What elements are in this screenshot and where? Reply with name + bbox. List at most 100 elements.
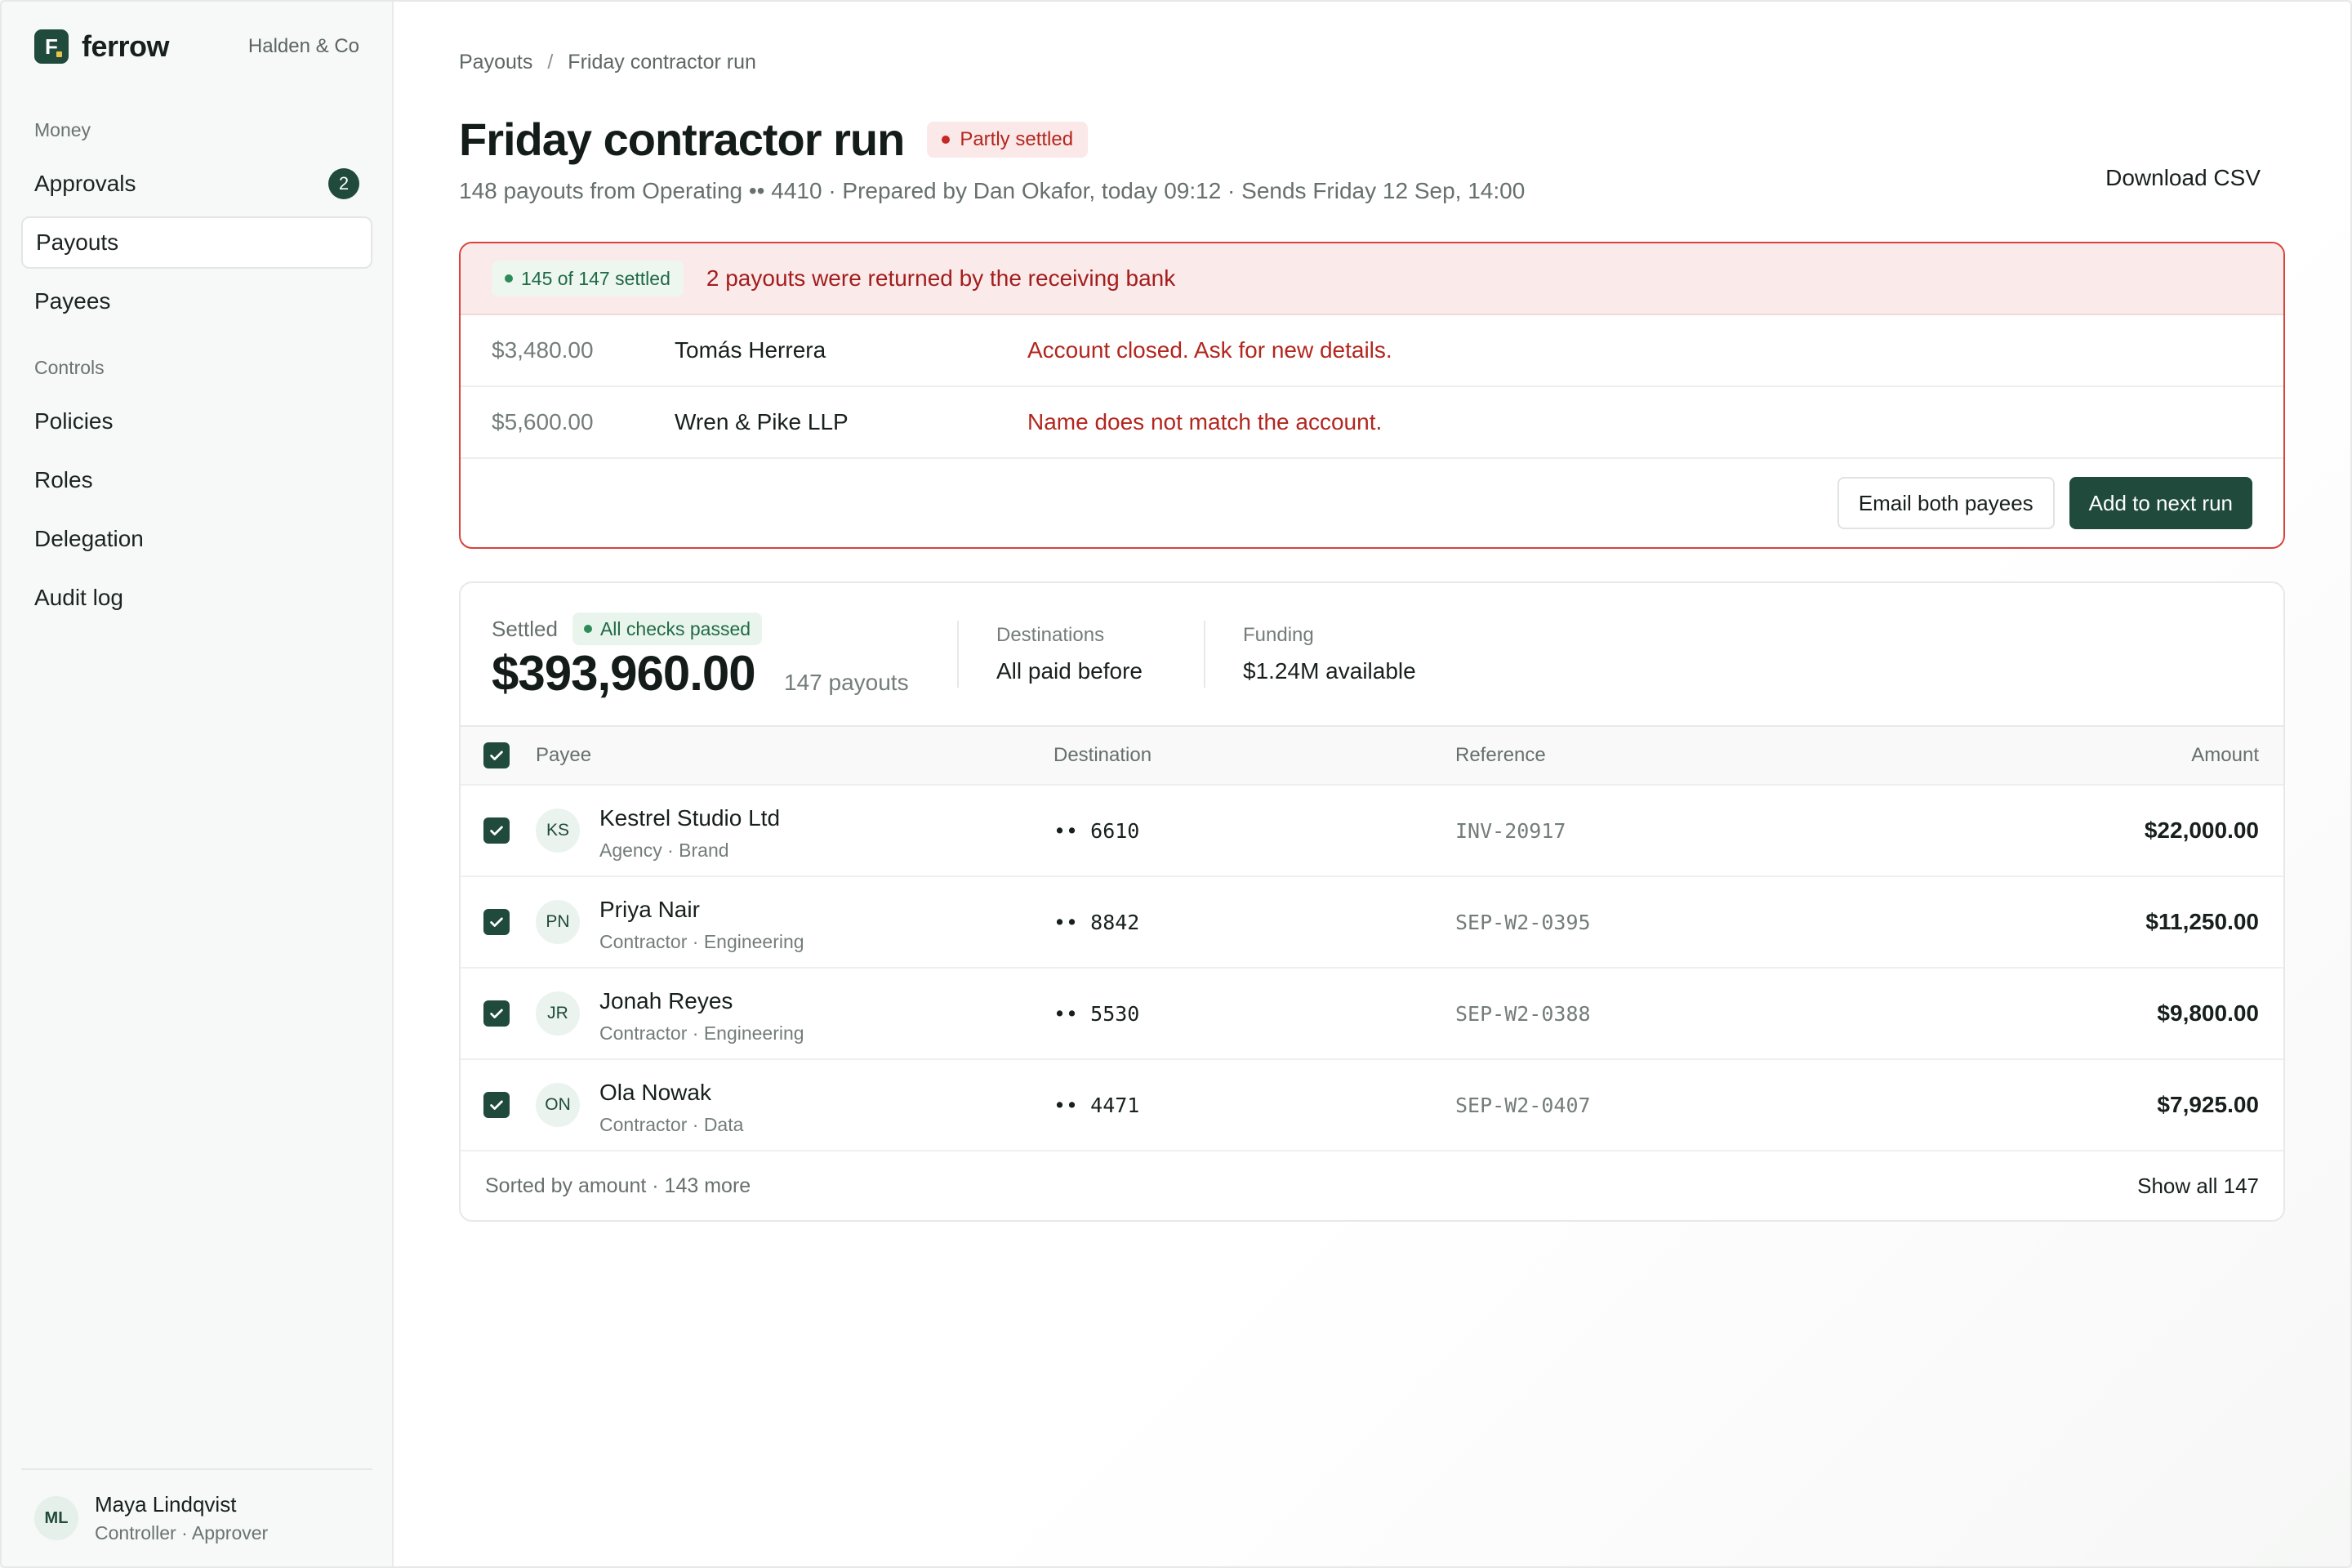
payee-type: Contractor · Engineering — [599, 931, 804, 952]
reference: SEP-W2-0407 — [1455, 1093, 1591, 1117]
status-badge: Partly settled — [927, 121, 1089, 158]
returned-message: 2 payouts were returned by the receiving… — [706, 265, 1176, 291]
reference: SEP-W2-0395 — [1455, 910, 1591, 934]
sidebar-item-label: Audit log — [34, 585, 123, 610]
returned-actions: Email both payees Add to next run — [461, 459, 2283, 547]
main-content: Payouts / Friday contractor run Friday c… — [394, 2, 2350, 1566]
column-header-destination[interactable]: Destination — [1054, 744, 1152, 766]
row-checkbox[interactable] — [483, 1000, 510, 1027]
brand[interactable]: F ferrow — [34, 29, 170, 64]
payee-type: Agency · Brand — [599, 840, 729, 861]
destinations-value: All paid before — [996, 658, 1143, 684]
breadcrumb: Payouts / Friday contractor run — [459, 51, 756, 74]
sidebar-item-label: Payees — [34, 288, 111, 314]
checkmark-icon — [490, 1009, 503, 1018]
title-row: Friday contractor run Partly settled — [459, 113, 1089, 166]
funding-label: Funding — [1243, 624, 1314, 646]
payee-type: Contractor · Data — [599, 1114, 744, 1135]
org-switcher[interactable]: Halden & Co — [247, 35, 359, 57]
sidebar-item-approvals[interactable]: Approvals 2 — [21, 158, 372, 210]
destination-account: •• 5530 — [1054, 1001, 1140, 1026]
payee-name: Kestrel Studio Ltd — [599, 805, 781, 831]
table-row[interactable]: ON Ola Nowak Contractor · Data •• 4471 S… — [461, 1060, 2283, 1152]
settled-count: 147 payouts — [784, 670, 909, 695]
table-header: Payee Destination Reference Amount — [461, 727, 2283, 786]
amount: $11,250.00 — [2145, 909, 2259, 934]
settled-label-row: Settled All checks passed — [492, 612, 763, 645]
status-dot-icon — [942, 135, 951, 144]
divider — [957, 621, 959, 688]
checkmark-icon — [490, 1100, 503, 1110]
row-checkbox[interactable] — [483, 1092, 510, 1118]
settled-summary: Settled All checks passed $393,960.00 14… — [461, 583, 2283, 727]
settled-label: Settled — [492, 616, 558, 641]
sidebar-item-audit-log[interactable]: Audit log — [21, 572, 372, 624]
breadcrumb-current: Friday contractor run — [568, 51, 756, 74]
sidebar-item-label: Payouts — [36, 229, 119, 255]
column-header-amount[interactable]: Amount — [2191, 744, 2259, 766]
sidebar-item-roles[interactable]: Roles — [21, 454, 372, 506]
payee-name: Priya Nair — [599, 897, 700, 922]
avatar: KS — [536, 808, 580, 853]
returned-amount: $3,480.00 — [492, 337, 594, 363]
select-all-checkbox[interactable] — [483, 742, 510, 768]
settled-total: $393,960.00 — [492, 646, 756, 701]
ferrow-logo-icon: F — [34, 29, 69, 64]
checkmark-icon — [490, 917, 503, 927]
sidebar-item-payees[interactable]: Payees — [21, 275, 372, 327]
destination-account: •• 8842 — [1054, 910, 1140, 934]
table-row[interactable]: PN Priya Nair Contractor · Engineering •… — [461, 877, 2283, 969]
run-summary: 148 payouts from Operating •• 4410 · Pre… — [459, 178, 1526, 203]
success-dot-icon — [505, 274, 513, 283]
table-row[interactable]: JR Jonah Reyes Contractor · Engineering … — [461, 969, 2283, 1060]
returned-header: 145 of 147 settled 2 payouts were return… — [461, 243, 2283, 315]
sidebar-item-label: Roles — [34, 467, 93, 492]
brand-name: ferrow — [82, 29, 170, 63]
checks-badge: All checks passed — [572, 612, 763, 645]
breadcrumb-separator: / — [547, 51, 554, 74]
destinations-label: Destinations — [996, 624, 1105, 646]
sort-note: Sorted by amount · 143 more — [485, 1174, 751, 1197]
sidebar-item-delegation[interactable]: Delegation — [21, 513, 372, 565]
settled-count-text: 145 of 147 settled — [521, 267, 670, 289]
user-profile[interactable]: ML Maya Lindqvist Controller · Approver — [21, 1468, 372, 1566]
brand-row: F ferrow Halden & Co — [21, 2, 372, 91]
row-checkbox[interactable] — [483, 909, 510, 935]
sidebar-item-label: Policies — [34, 408, 114, 434]
page-title: Friday contractor run — [459, 114, 905, 165]
row-checkbox[interactable] — [483, 817, 510, 844]
sidebar-item-label: Approvals — [34, 171, 136, 196]
avatar: ML — [34, 1496, 78, 1540]
settled-payouts-card: Settled All checks passed $393,960.00 14… — [459, 581, 2285, 1222]
avatar: ON — [536, 1083, 580, 1127]
returned-row[interactable]: $3,480.00 Tomás Herrera Account closed. … — [461, 315, 2283, 387]
returned-reason: Account closed. Ask for new details. — [1027, 337, 1392, 363]
returned-payee: Wren & Pike LLP — [675, 409, 849, 434]
amount: $7,925.00 — [2157, 1092, 2259, 1117]
returned-reason: Name does not match the account. — [1027, 409, 1383, 434]
checkmark-icon — [490, 751, 503, 760]
checks-text: All checks passed — [599, 617, 751, 639]
sidebar-item-payouts[interactable]: Payouts — [21, 216, 372, 269]
sidebar-item-policies[interactable]: Policies — [21, 395, 372, 448]
breadcrumb-parent-link[interactable]: Payouts — [459, 51, 533, 74]
nav-section-controls: Controls — [34, 357, 105, 378]
table-row[interactable]: KS Kestrel Studio Ltd Agency · Brand •• … — [461, 786, 2283, 877]
returned-row[interactable]: $5,600.00 Wren & Pike LLP Name does not … — [461, 387, 2283, 459]
checkmark-icon — [490, 826, 503, 835]
add-to-next-run-button[interactable]: Add to next run — [2069, 477, 2252, 529]
avatar: JR — [536, 991, 580, 1036]
destination-account: •• 6610 — [1054, 818, 1140, 843]
destination-account: •• 4471 — [1054, 1093, 1140, 1117]
email-both-payees-button[interactable]: Email both payees — [1837, 477, 2055, 529]
column-header-reference[interactable]: Reference — [1455, 744, 1546, 766]
download-csv-button[interactable]: Download CSV — [2105, 165, 2261, 190]
column-header-payee[interactable]: Payee — [536, 744, 592, 766]
nav-section-money: Money — [34, 119, 91, 140]
user-role: Controller · Approver — [95, 1522, 269, 1544]
user-info: Maya Lindqvist Controller · Approver — [95, 1492, 268, 1544]
show-all-link[interactable]: Show all 147 — [2137, 1173, 2259, 1198]
amount: $9,800.00 — [2157, 1000, 2259, 1026]
approvals-count-badge: 2 — [328, 168, 359, 199]
